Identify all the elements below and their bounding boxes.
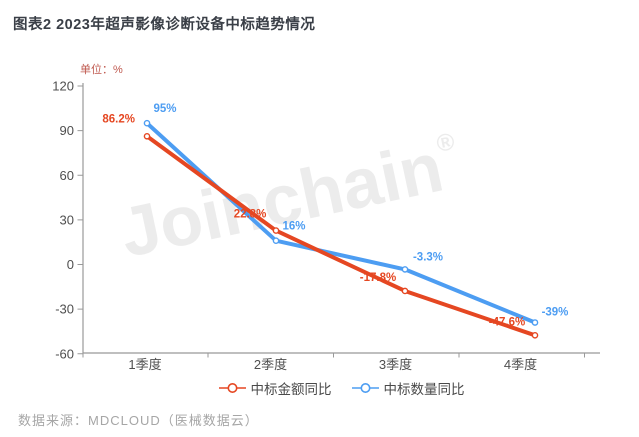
data-source: 数据来源：MDCLOUD（医械数据云） — [18, 413, 259, 428]
amount-data-point — [143, 132, 151, 140]
svg-text:120: 120 — [52, 79, 74, 94]
svg-text:2季度: 2季度 — [254, 357, 287, 372]
svg-text:86.2%: 86.2% — [102, 113, 135, 125]
svg-text:3季度: 3季度 — [379, 357, 412, 372]
svg-text:-47.6%: -47.6% — [489, 316, 525, 328]
unit-label: 单位：% — [80, 64, 123, 76]
svg-text:-17.8%: -17.8% — [360, 272, 396, 284]
count-series-line — [143, 119, 539, 326]
svg-text:90: 90 — [60, 123, 74, 138]
legend-label-amount: 中标金额同比 — [250, 382, 332, 397]
legend-item-count: 中标数量同比 — [351, 378, 465, 398]
svg-text:30: 30 — [60, 212, 74, 227]
amount-series-marker-icon — [218, 383, 246, 393]
legend: 中标金额同比 中标数量同比 — [83, 378, 600, 398]
svg-text:60: 60 — [60, 168, 74, 183]
svg-text:16%: 16% — [282, 221, 305, 233]
legend-label-count: 中标数量同比 — [383, 382, 465, 397]
legend-item-amount: 中标金额同比 — [218, 378, 332, 398]
svg-text:-60: -60 — [55, 346, 74, 361]
amount-data-labels: 86.2% 22.8% -17.8% -47.6% — [102, 113, 525, 328]
count-data-point — [143, 119, 151, 127]
count-data-point — [531, 319, 539, 326]
svg-text:-30: -30 — [55, 302, 74, 317]
svg-text:-39%: -39% — [542, 307, 569, 319]
x-axis: 1季度 2季度 3季度 4季度 — [82, 352, 600, 372]
amount-data-point — [531, 332, 539, 339]
svg-text:22.8%: 22.8% — [234, 209, 267, 221]
count-data-labels: 95% 16% -3.3% -39% — [153, 103, 568, 318]
chart-title: 图表2 2023年超声影像诊断设备中标趋势情况 — [13, 17, 316, 33]
y-axis: 120 90 60 30 0 -30 -60 — [52, 79, 84, 361]
svg-text:1季度: 1季度 — [128, 357, 161, 372]
svg-text:-3.3%: -3.3% — [413, 251, 443, 263]
svg-text:95%: 95% — [153, 103, 176, 115]
amount-data-point — [401, 287, 409, 295]
svg-text:0: 0 — [67, 257, 74, 272]
svg-text:4季度: 4季度 — [504, 357, 537, 372]
amount-data-point — [272, 227, 280, 234]
amount-series-line — [143, 132, 539, 339]
count-series-marker-icon — [351, 383, 379, 393]
count-data-point — [272, 237, 280, 244]
count-data-point — [401, 266, 409, 273]
